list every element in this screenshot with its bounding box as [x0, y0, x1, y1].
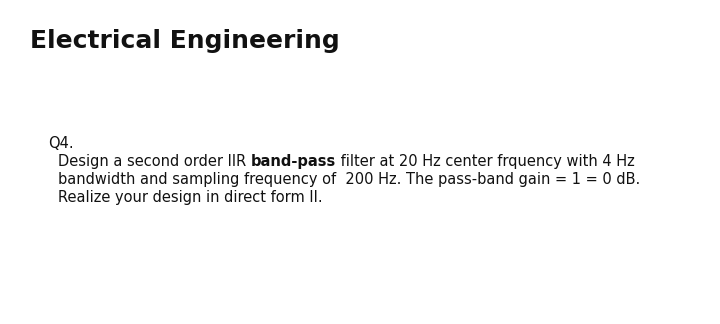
Text: Electrical Engineering: Electrical Engineering: [30, 29, 340, 53]
Text: Q4.: Q4.: [48, 136, 73, 151]
Text: band-pass: band-pass: [251, 154, 336, 169]
Text: bandwidth and sampling frequency of  200 Hz. The pass-band gain = 1 = 0 dB.: bandwidth and sampling frequency of 200 …: [58, 172, 640, 187]
Text: filter at 20 Hz center frquency with 4 Hz: filter at 20 Hz center frquency with 4 H…: [336, 154, 635, 169]
Text: Realize your design in direct form II.: Realize your design in direct form II.: [58, 190, 323, 205]
Text: Design a second order IIR: Design a second order IIR: [58, 154, 251, 169]
